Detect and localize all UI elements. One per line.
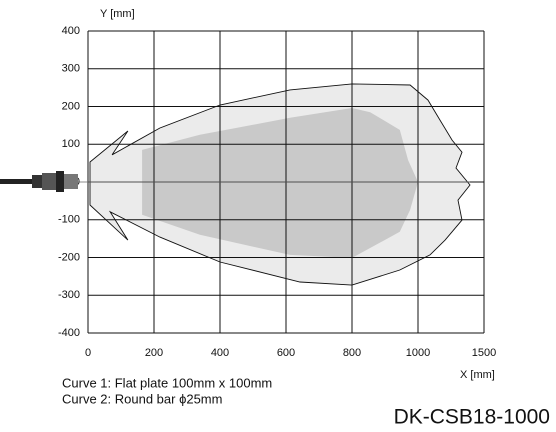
x-tick-label: 1000: [406, 347, 430, 359]
y-tick-label: 200: [62, 100, 80, 112]
y-tick-label: -200: [58, 251, 80, 263]
x-axis-label: X [mm]: [460, 369, 495, 381]
x-tick-label: 600: [277, 347, 295, 359]
x-tick-label: 200: [145, 347, 163, 359]
model-name: DK-CSB18-1000: [394, 406, 550, 429]
legend-entry: Curve 1: Flat plate 100mm x 100mm: [62, 375, 272, 390]
y-tick-label: -300: [58, 289, 80, 301]
y-axis-label: Y [mm]: [100, 8, 135, 20]
y-tick-label: 100: [62, 138, 80, 150]
x-tick-label: 800: [343, 347, 361, 359]
y-tick-label: -400: [58, 327, 80, 339]
legend-entry: Curve 2: Round bar ϕ25mm: [62, 391, 222, 406]
x-tick-label: 400: [211, 347, 229, 359]
y-tick-label: 300: [62, 63, 80, 75]
y-tick-label: 400: [62, 25, 80, 37]
y-tick-label: -100: [58, 214, 80, 226]
range-area: [142, 108, 418, 258]
sensor-icon: [0, 171, 78, 192]
x-tick-label: 1500: [472, 347, 496, 359]
x-tick-label: 0: [85, 347, 91, 359]
